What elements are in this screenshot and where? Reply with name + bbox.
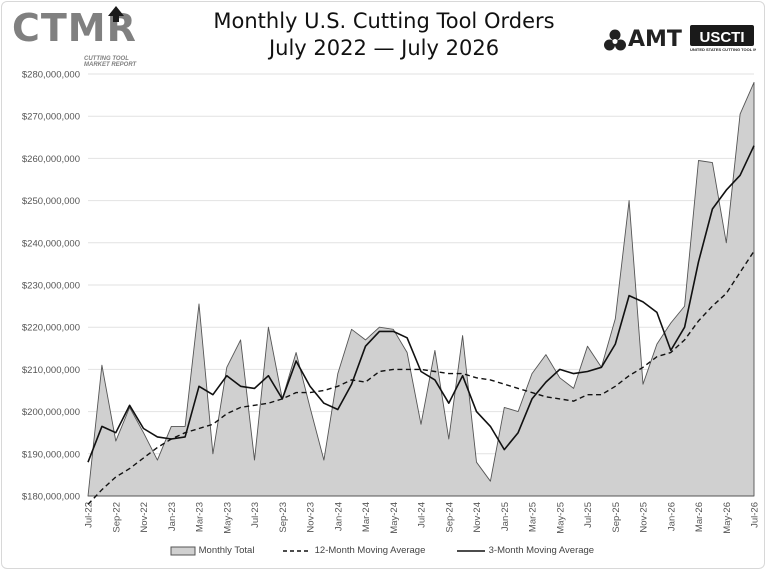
x-tick-label: Jul-23: [250, 502, 261, 528]
uscti-logo-subtitle: UNITED STATES CUTTING TOOL INSTITUTE: [690, 48, 756, 52]
legend-swatch-monthly: [170, 546, 196, 555]
x-tick-label: Sep-23: [278, 502, 289, 533]
uscti-logo: USCTI UNITED STATES CUTTING TOOL INSTITU…: [690, 25, 758, 61]
x-tick-label: May-26: [722, 502, 733, 534]
amt-logo-text: AMT: [628, 27, 682, 52]
y-tick-label: $260,000,000: [22, 154, 80, 165]
x-tick-label: Mar-26: [694, 502, 705, 532]
chart-title-line1: Monthly U.S. Cutting Tool Orders: [213, 9, 555, 33]
chart-title: Monthly U.S. Cutting Tool Orders July 20…: [150, 8, 618, 62]
y-tick-label: $250,000,000: [22, 196, 80, 207]
x-tick-label: Jul-26: [750, 502, 761, 528]
x-tick-label: Jul-25: [583, 502, 594, 528]
x-tick-label: Sep-22: [111, 502, 122, 533]
x-tick-label: Nov-22: [139, 502, 150, 533]
y-tick-label: $220,000,000: [22, 323, 80, 334]
x-tick-label: May-25: [555, 502, 566, 534]
y-tick-label: $240,000,000: [22, 238, 80, 249]
x-tick-label: Jan-25: [500, 502, 511, 531]
y-tick-label: $190,000,000: [22, 449, 80, 460]
x-tick-label: Jul-22: [84, 502, 95, 528]
x-tick-label: Sep-24: [444, 502, 455, 533]
ctmr-arrow-icon: [108, 6, 124, 22]
x-axis: Jul-22 Sep-22 Nov-22 Jan-23 Mar-23 May-23 Jul-…: [84, 502, 761, 534]
x-tick-label: Mar-25: [528, 502, 539, 532]
y-axis: $180,000,000 $190,000,000 $200,000,000 $210…: [22, 70, 80, 503]
x-tick-label: Mar-24: [361, 502, 372, 532]
ctmr-logo-subtitle: CUTTING TOOL MARKET REPORT: [84, 56, 137, 68]
x-tick-label: Nov-25: [639, 502, 650, 533]
x-tick-label: May-24: [389, 502, 400, 534]
legend-swatch-ma3: [457, 549, 485, 552]
uscti-logo-text: USCTI: [690, 25, 754, 46]
amt-emblem-icon: [604, 29, 626, 51]
y-tick-label: $180,000,000: [22, 492, 80, 503]
x-tick-label: Jan-26: [666, 502, 677, 531]
legend-item-monthly: Monthly Total: [170, 545, 254, 556]
legend-item-ma3: 3-Month Moving Average: [456, 545, 594, 556]
y-tick-label: $280,000,000: [22, 70, 80, 81]
legend-label-ma12: 12-Month Moving Average: [314, 545, 426, 556]
series-layer: [87, 81, 755, 505]
legend-label-ma3: 3-Month Moving Average: [488, 545, 595, 556]
x-tick-label: Jan-23: [167, 502, 178, 531]
x-tick-label: Jul-24: [417, 502, 428, 528]
legend-label-monthly: Monthly Total: [198, 545, 255, 556]
x-tick-label: Nov-23: [306, 502, 317, 533]
series-line-3-month-average: [87, 145, 755, 463]
legend-swatch-ma12: [283, 549, 311, 552]
ctmr-logo: CTMR CUTTING TOOL MARKET REPORT: [12, 6, 152, 70]
series-line-12-month-average: [87, 250, 755, 505]
x-tick-label: May-23: [222, 502, 233, 534]
x-tick-label: Sep-25: [611, 502, 622, 533]
legend-item-ma12: 12-Month Moving Average: [282, 545, 425, 556]
y-tick-label: $230,000,000: [22, 281, 80, 292]
y-tick-label: $210,000,000: [22, 365, 80, 376]
x-tick-label: Jan-24: [333, 502, 344, 531]
chart-title-line2: July 2022 — July 2026: [268, 36, 500, 60]
x-tick-label: Nov-24: [472, 502, 483, 533]
series-area-monthly-total: [87, 81, 755, 497]
y-tick-label: $200,000,000: [22, 407, 80, 418]
y-tick-label: $270,000,000: [22, 112, 80, 123]
amt-logo: AMT: [604, 26, 688, 54]
x-tick-label: Mar-23: [195, 502, 206, 532]
